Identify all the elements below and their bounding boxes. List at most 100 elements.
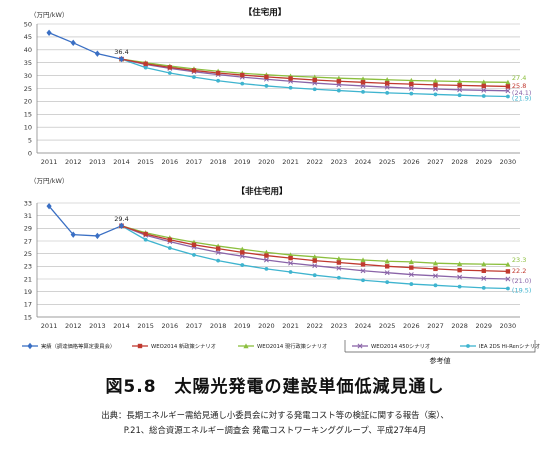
data-point-hiren [192,75,196,80]
x-tick-label: 2023 [331,322,348,330]
x-tick-label: 2016 [162,322,179,330]
x-tick-label: 2016 [162,158,179,166]
data-point-s450 [312,263,318,269]
value-annotation: 36.4 [114,48,128,56]
x-tick-label: 2014 [113,158,130,166]
panel-title: 【住宅用】 [244,7,287,18]
end-label-s450: (24.1) [512,89,532,97]
data-point-hiren [409,91,414,96]
x-tick-label: 2027 [427,322,444,330]
data-point-new_policies [505,84,511,89]
y-tick-label: 50 [24,20,32,28]
data-point-current_policies [481,79,487,85]
x-tick-label: 2025 [379,322,396,330]
data-point-new_policies [409,265,414,270]
y-tick-label: 40 [24,46,32,54]
end-label-hiren: (21.9) [512,94,532,102]
data-point-new_policies [167,237,173,242]
legend-marker-hiren [466,344,470,348]
end-label-new_policies: 25.8 [512,82,526,90]
data-point-hiren [506,94,510,99]
data-point-s450 [384,270,390,276]
y-tick-label: 33 [24,199,32,207]
legend-marker-new_policies [137,343,143,349]
x-tick-label: 2023 [331,158,348,166]
y-tick-label: 29 [24,225,32,233]
y-tick-label: 17 [24,301,32,309]
data-point-hiren [288,270,293,274]
data-point-new_policies [288,255,293,261]
value-annotation: 29.4 [114,215,128,223]
data-point-hiren [385,280,390,285]
data-point-current_policies [505,261,511,267]
x-tick-label: 2020 [258,158,275,166]
data-point-new_policies [384,264,390,269]
data-point-hiren [336,275,341,280]
data-point-s450 [505,88,511,94]
x-tick-label: 2026 [403,158,420,166]
data-point-new_policies [215,246,221,251]
data-point-hiren [264,84,269,88]
data-point-hiren [216,78,221,83]
data-point-s450 [360,268,366,274]
x-tick-label: 2012 [65,158,82,166]
data-point-new_policies [433,82,438,88]
data-point-hiren [385,90,390,95]
x-tick-label: 2018 [210,322,227,330]
x-tick-label: 2021 [282,158,299,166]
data-point-new_policies [215,70,221,76]
data-point-new_policies [360,262,366,267]
y-tick-label: 20 [24,98,32,106]
data-point-hiren [336,88,341,93]
data-point-current_policies [312,254,318,260]
legend-marker-current_policies [243,343,249,349]
series-line-new_policies [121,225,508,273]
legend-reference-note: 参考値 [430,356,451,365]
source-note-line2: P.21、総合資源エネルギー調査会 発電コストワーキンググループ、平成27年4月 [123,425,427,435]
data-point-current_policies [384,258,390,264]
data-point-actual [46,29,52,36]
data-point-hiren [216,258,221,263]
data-point-s450 [384,84,390,90]
data-point-current_policies [408,259,414,265]
y-tick-label: 15 [24,111,32,119]
legend-label-s450: WEO2014 450シナリオ [371,343,430,350]
data-point-actual [70,39,76,47]
data-point-current_policies [481,261,487,267]
data-point-hiren [312,87,317,92]
data-point-hiren [240,81,245,86]
data-point-s450 [263,257,269,263]
series-line-new_policies [121,58,508,88]
data-point-new_policies [240,250,245,255]
data-point-new_policies [312,258,317,263]
y-tick-label: 23 [24,263,32,271]
x-tick-label: 2024 [355,158,372,166]
data-point-hiren [240,263,245,267]
data-point-actual [46,202,52,210]
data-point-new_policies [481,83,486,89]
x-tick-label: 2015 [137,322,154,330]
data-point-new_policies [336,260,342,265]
x-tick-label: 2013 [89,158,106,166]
data-point-new_policies [481,268,486,273]
data-point-s450 [433,86,438,92]
y-tick-label: 25 [24,85,32,93]
y-tick-label: 15 [24,313,32,321]
legend-label-hiren: IEA 2DS Hi-Renシナリオ [479,343,540,350]
x-tick-label: 2030 [500,322,517,330]
x-tick-label: 2014 [113,322,130,330]
x-tick-label: 2026 [403,322,420,330]
data-point-new_policies [384,81,390,86]
x-tick-label: 2028 [451,322,468,330]
series-line-s450 [121,225,508,280]
data-point-new_policies [433,266,438,272]
data-point-hiren [361,278,365,283]
x-tick-label: 2011 [41,322,58,330]
x-tick-label: 2030 [500,158,517,166]
x-tick-label: 2017 [186,322,203,330]
x-tick-label: 2020 [258,322,275,330]
data-point-new_policies [264,74,269,80]
data-point-hiren [192,253,196,257]
data-point-actual [118,55,125,63]
data-point-current_policies [457,261,463,266]
